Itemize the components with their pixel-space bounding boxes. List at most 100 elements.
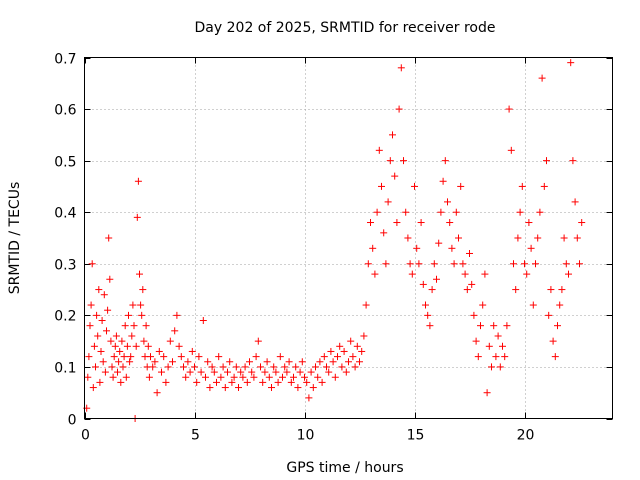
x-tick-label: 15 <box>407 428 425 444</box>
data-point <box>560 234 568 242</box>
x-tick-label: 10 <box>297 428 315 444</box>
y-axis-title: SRMTID / TECUs <box>7 182 23 295</box>
x-tick-label: 20 <box>517 428 535 444</box>
data-point <box>424 311 432 319</box>
data-point <box>219 363 227 371</box>
data-point <box>88 260 96 268</box>
data-point <box>441 157 449 165</box>
data-point <box>525 219 533 227</box>
data-point <box>325 368 333 376</box>
data-point <box>567 59 575 67</box>
data-point <box>468 280 476 288</box>
y-tick-label: 0.3 <box>54 258 76 274</box>
data-point <box>571 198 579 206</box>
data-point <box>298 358 306 366</box>
data-point <box>538 74 546 82</box>
data-point <box>287 378 295 386</box>
data-point <box>151 358 159 366</box>
data-point <box>378 182 385 190</box>
data-point <box>494 332 502 340</box>
data-point <box>175 342 183 350</box>
x-tick-label: 0 <box>81 428 90 444</box>
data-point <box>481 270 489 278</box>
y-tick-label: 0.6 <box>54 103 76 119</box>
data-point <box>369 244 377 252</box>
data-point <box>389 131 396 139</box>
data-point <box>485 342 493 350</box>
data-point <box>338 363 346 371</box>
data-point <box>193 378 201 386</box>
data-point <box>501 353 509 361</box>
data-point <box>130 322 138 330</box>
data-point <box>104 306 112 314</box>
y-tick-label: 0.7 <box>54 52 76 68</box>
data-point <box>99 358 107 366</box>
data-point <box>142 322 150 330</box>
data-point <box>320 353 328 361</box>
data-point <box>364 260 372 268</box>
data-point <box>446 219 454 227</box>
data-point <box>202 373 209 381</box>
data-point <box>527 244 535 252</box>
data-point <box>393 219 401 227</box>
data-point <box>466 249 473 257</box>
data-point <box>110 353 118 361</box>
data-point <box>107 337 115 345</box>
data-point <box>477 322 484 330</box>
data-point <box>569 157 577 165</box>
data-point <box>268 384 275 392</box>
data-point <box>228 378 236 386</box>
data-point <box>94 332 102 340</box>
data-point <box>576 260 583 268</box>
data-point <box>171 327 179 335</box>
data-point <box>331 373 339 381</box>
data-point <box>180 363 187 371</box>
data-point <box>411 182 418 190</box>
data-point <box>112 332 120 340</box>
data-point <box>367 219 374 227</box>
data-point <box>406 260 414 268</box>
data-point <box>470 311 478 319</box>
data-point <box>472 337 480 345</box>
data-point <box>224 368 231 376</box>
data-point <box>144 342 152 350</box>
data-point <box>116 347 124 355</box>
y-tick-label: 0 <box>68 413 77 429</box>
data-point <box>125 311 132 319</box>
data-point <box>155 347 163 355</box>
data-point <box>87 301 95 309</box>
data-point <box>254 337 262 345</box>
data-point <box>292 363 300 371</box>
data-point <box>136 270 143 278</box>
data-point <box>117 378 125 386</box>
data-point <box>259 378 267 386</box>
data-point <box>516 208 524 216</box>
data-point <box>296 368 304 376</box>
data-point <box>138 311 146 319</box>
data-point <box>86 322 94 330</box>
data-point <box>279 373 286 381</box>
data-point <box>327 347 335 355</box>
data-point <box>426 322 434 330</box>
data-point <box>241 363 249 371</box>
data-point <box>226 358 234 366</box>
data-point <box>123 342 131 350</box>
data-point <box>562 260 570 268</box>
data-point <box>362 301 370 309</box>
data-point <box>270 363 278 371</box>
data-point <box>140 337 148 345</box>
data-point <box>384 198 392 206</box>
data-point <box>455 234 462 242</box>
data-point <box>186 368 194 376</box>
data-point <box>347 337 355 345</box>
data-point <box>208 363 216 371</box>
data-point <box>309 384 317 392</box>
data-point <box>239 373 247 381</box>
data-point <box>252 353 260 361</box>
data-point <box>137 301 145 309</box>
data-point <box>134 177 142 185</box>
data-point <box>492 353 500 361</box>
data-point <box>547 286 555 294</box>
data-point <box>237 368 245 376</box>
data-point <box>312 363 319 371</box>
